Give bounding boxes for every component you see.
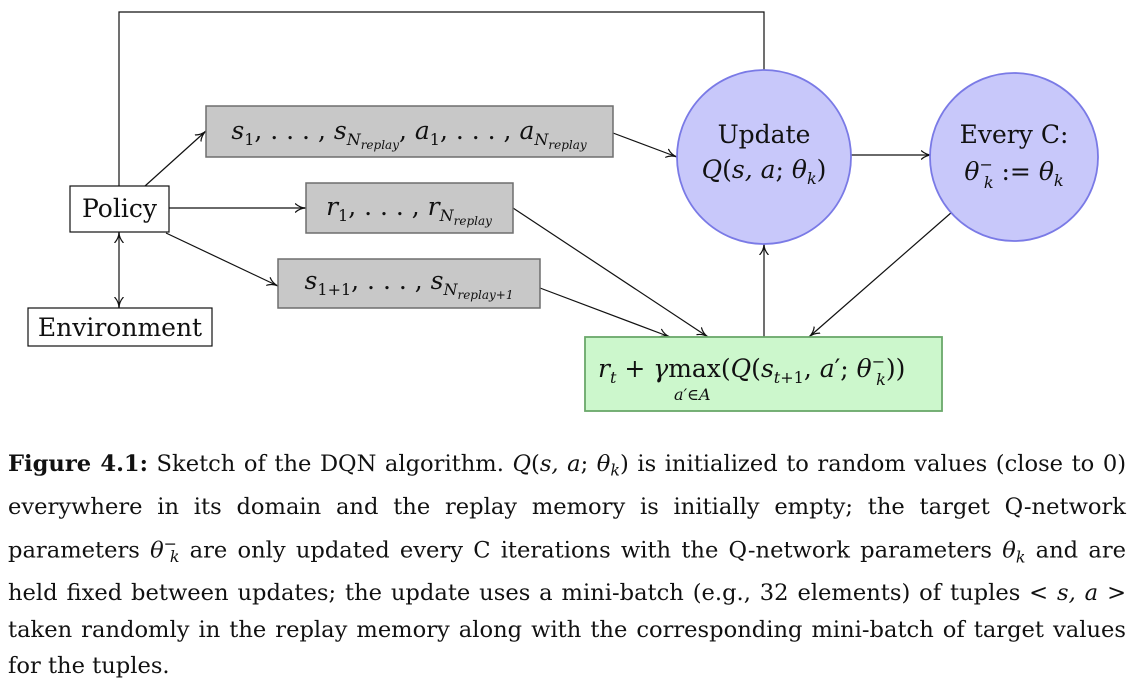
- next-states-box: s1+1, . . . , sNreplay+1: [277, 258, 541, 309]
- rewards-label: r1, . . . , rNreplay: [326, 192, 492, 228]
- target-formula: rt + γmax(Q(st+1, a′; θ− k)): [598, 352, 905, 389]
- update-node: Update Q(s, a; θk): [676, 69, 852, 245]
- edge-everyc-to-target: [809, 211, 953, 337]
- environment-label: Environment: [38, 313, 202, 342]
- every-c-formula: θ− k := θk: [964, 155, 1063, 192]
- every-c-node: Every C: θ− k := θk: [929, 72, 1099, 242]
- rewards-box: r1, . . . , rNreplay: [305, 182, 514, 234]
- policy-label: Policy: [82, 194, 158, 223]
- next-states-label: s1+1, . . . , sNreplay+1: [305, 266, 514, 302]
- target-box: rt + γmax(Q(st+1, a′; θ− k)) a′∈A: [584, 336, 943, 412]
- environment-node: Environment: [27, 307, 213, 347]
- edge-next-states-to-target: [539, 287, 670, 337]
- figure-caption: Figure 4.1: Sketch of the DQN algorithm.…: [8, 451, 1127, 680]
- dqn-diagram: Policy Environment s1, . . . , sNreplay,…: [27, 11, 1099, 412]
- update-label: Update: [718, 120, 811, 149]
- edge-policy-to-states-actions: [144, 131, 206, 187]
- edge-states-actions-to-update: [612, 132, 677, 157]
- edges: [118, 11, 953, 337]
- policy-node: Policy: [69, 185, 170, 233]
- states-actions-box: s1, . . . , sNreplay, a1, . . . , aNrepl…: [205, 105, 614, 158]
- edge-policy-to-update-loop: [118, 11, 765, 186]
- update-formula: Q(s, a; θk): [702, 155, 827, 188]
- states-actions-label: s1, . . . , sNreplay, a1, . . . , aNrepl…: [231, 116, 587, 152]
- edge-policy-to-next-states: [165, 232, 278, 286]
- every-c-label: Every C:: [960, 120, 1069, 149]
- target-max-subscript: a′∈A: [674, 385, 711, 404]
- caption-label: Figure 4.1:: [8, 451, 148, 477]
- edge-rewards-to-target: [512, 207, 708, 337]
